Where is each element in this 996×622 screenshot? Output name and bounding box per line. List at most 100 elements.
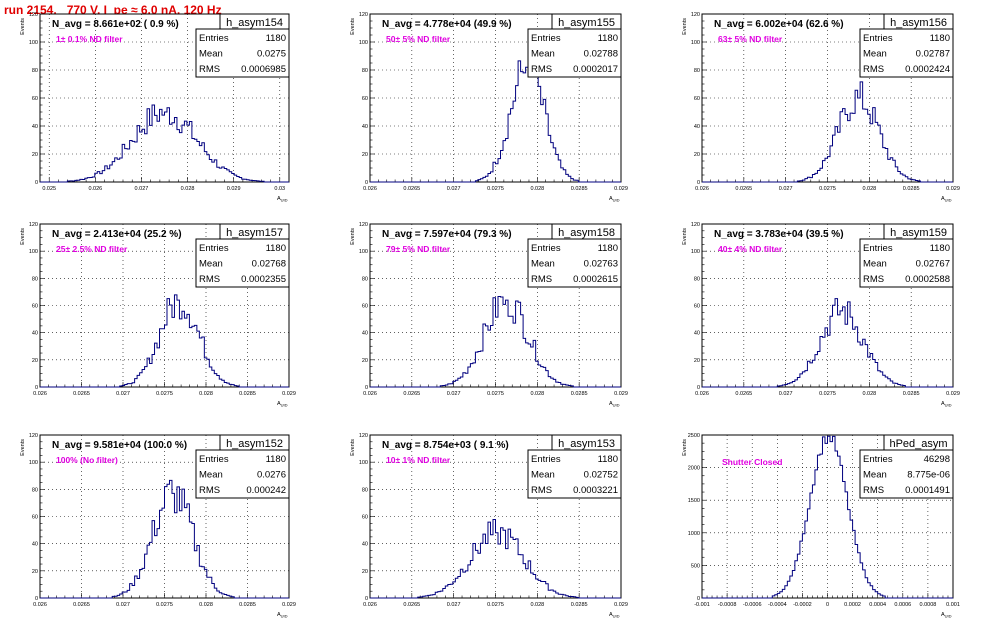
x-axis-label: AUID bbox=[941, 401, 952, 408]
y-tick-label: 0 bbox=[35, 180, 38, 186]
histogram-panel-h_asym157: 0.026 0.0265 0.027 0.0275 0.028 0.0285 0.029 0 2… bbox=[20, 222, 296, 408]
x-tick-label: 0.029 bbox=[946, 186, 960, 192]
stat-label-rms: RMS bbox=[531, 64, 552, 75]
x-tick-label: 0.0265 bbox=[403, 602, 420, 608]
stat-label-rms: RMS bbox=[863, 274, 884, 285]
x-tick-label: 0.027 bbox=[447, 602, 461, 608]
histogram-panel-h_asym154: 0.025 0.026 0.027 0.028 0.029 0.03 0 20 40 60 80 10… bbox=[20, 12, 290, 203]
y-axis-label: Events bbox=[350, 439, 356, 456]
filter-label: 40± 4% ND filter bbox=[718, 244, 783, 254]
histogram-name: h_asym159 bbox=[890, 227, 947, 239]
x-tick-label: 0.028 bbox=[530, 602, 544, 608]
stat-value-rms: 0.0002615 bbox=[573, 274, 618, 285]
histogram-panel-h_asym152: 0.026 0.0265 0.027 0.0275 0.028 0.0285 0.029 0 2… bbox=[20, 433, 296, 619]
x-tick-label: 0.028 bbox=[862, 391, 876, 397]
stat-value-mean: 0.02768 bbox=[252, 259, 286, 270]
y-tick-label: 20 bbox=[32, 152, 38, 158]
y-axis-label: Events bbox=[682, 228, 688, 245]
x-axis-label: AUID bbox=[609, 612, 620, 619]
x-axis-label: AUID bbox=[277, 612, 288, 619]
stat-value-entries: 1180 bbox=[598, 33, 618, 44]
x-tick-label: 0.026 bbox=[33, 602, 47, 608]
stat-value-rms: 0.0002355 bbox=[241, 274, 286, 285]
stat-label-entries: Entries bbox=[531, 243, 561, 254]
y-tick-label: 120 bbox=[691, 222, 700, 228]
y-tick-label: 20 bbox=[694, 358, 700, 364]
y-tick-label: 20 bbox=[32, 569, 38, 575]
stat-label-rms: RMS bbox=[531, 274, 552, 285]
y-tick-label: 2500 bbox=[688, 433, 700, 439]
stat-label-rms: RMS bbox=[863, 64, 884, 75]
histogram-line bbox=[370, 47, 621, 183]
x-tick-label: 0.026 bbox=[33, 391, 47, 397]
x-tick-label: 0.027 bbox=[447, 391, 461, 397]
y-tick-label: 100 bbox=[29, 249, 38, 255]
stat-value-mean: 0.0276 bbox=[257, 470, 286, 481]
x-tick-label: 0.028 bbox=[530, 186, 544, 192]
x-axis-label: AUID bbox=[609, 401, 620, 408]
navg-label: N_avg = 7.597e+04 (79.3 %) bbox=[382, 229, 512, 240]
y-tick-label: 0 bbox=[35, 596, 38, 602]
x-axis-label: AUID bbox=[609, 196, 620, 203]
stat-label-entries: Entries bbox=[531, 454, 561, 465]
stat-label-entries: Entries bbox=[199, 33, 229, 44]
x-tick-label: 0.0285 bbox=[239, 391, 256, 397]
filter-label: 25± 2.5% ND filter bbox=[56, 244, 128, 254]
y-tick-label: 100 bbox=[691, 40, 700, 46]
y-tick-label: 0 bbox=[35, 385, 38, 391]
filter-label: Shutter Closed bbox=[722, 457, 782, 467]
y-tick-label: 120 bbox=[29, 222, 38, 228]
x-tick-label: 0.027 bbox=[447, 186, 461, 192]
stat-label-entries: Entries bbox=[863, 243, 893, 254]
stat-label-entries: Entries bbox=[199, 454, 229, 465]
x-tick-label: 0.0265 bbox=[73, 602, 90, 608]
y-tick-label: 80 bbox=[694, 68, 700, 74]
x-tick-label: -0.001 bbox=[694, 602, 710, 608]
histogram-panel-h_asym153: 0.026 0.0265 0.027 0.0275 0.028 0.0285 0.029 0 2… bbox=[350, 433, 628, 619]
x-tick-label: 0.0275 bbox=[487, 602, 504, 608]
histogram-name: h_asym157 bbox=[226, 227, 283, 239]
y-tick-label: 60 bbox=[32, 515, 38, 521]
x-tick-label: 0 bbox=[826, 602, 829, 608]
histogram-line bbox=[40, 104, 289, 183]
filter-label: 63± 5% ND filter bbox=[718, 34, 783, 44]
navg-label: N_avg = 8.754e+03 ( 9.1 %) bbox=[382, 440, 509, 451]
x-tick-label: 0.0285 bbox=[571, 391, 588, 397]
y-tick-label: 40 bbox=[32, 124, 38, 130]
y-tick-label: 500 bbox=[691, 563, 700, 569]
y-tick-label: 40 bbox=[32, 331, 38, 337]
histogram-line bbox=[702, 81, 953, 183]
x-tick-label: 0.0275 bbox=[487, 391, 504, 397]
y-tick-label: 100 bbox=[359, 249, 368, 255]
y-tick-label: 20 bbox=[694, 152, 700, 158]
histogram-panel-h_asym158: 0.026 0.0265 0.027 0.0275 0.028 0.0285 0.029 0 2… bbox=[350, 222, 628, 408]
x-tick-label: 0.0008 bbox=[919, 602, 936, 608]
y-tick-label: 60 bbox=[32, 96, 38, 102]
x-tick-label: 0.0265 bbox=[735, 186, 752, 192]
stat-value-entries: 1180 bbox=[266, 33, 286, 44]
histogram-name: h_asym154 bbox=[226, 17, 283, 29]
y-tick-label: 1000 bbox=[688, 531, 700, 537]
stat-label-mean: Mean bbox=[199, 49, 223, 60]
x-tick-label: 0.028 bbox=[199, 602, 213, 608]
y-tick-label: 60 bbox=[362, 515, 368, 521]
x-tick-label: 0.0265 bbox=[403, 186, 420, 192]
x-tick-label: 0.029 bbox=[614, 186, 628, 192]
x-tick-label: 0.0285 bbox=[903, 391, 920, 397]
histogram-line bbox=[702, 435, 953, 599]
y-tick-label: 40 bbox=[362, 542, 368, 548]
y-axis-label: Events bbox=[20, 439, 26, 456]
stats-box bbox=[859, 28, 954, 78]
histogram-line bbox=[702, 298, 953, 388]
stat-value-entries: 46298 bbox=[924, 454, 950, 465]
y-tick-label: 120 bbox=[29, 433, 38, 439]
stats-box bbox=[527, 28, 622, 78]
y-tick-label: 120 bbox=[359, 222, 368, 228]
x-tick-label: 0.028 bbox=[181, 186, 195, 192]
navg-label: N_avg = 9.581e+04 (100.0 %) bbox=[52, 440, 187, 451]
x-tick-label: 0.025 bbox=[42, 186, 56, 192]
stat-value-entries: 1180 bbox=[266, 243, 286, 254]
stat-value-rms: 0.0002017 bbox=[573, 64, 618, 75]
y-tick-label: 0 bbox=[697, 385, 700, 391]
x-tick-label: 0.028 bbox=[862, 186, 876, 192]
